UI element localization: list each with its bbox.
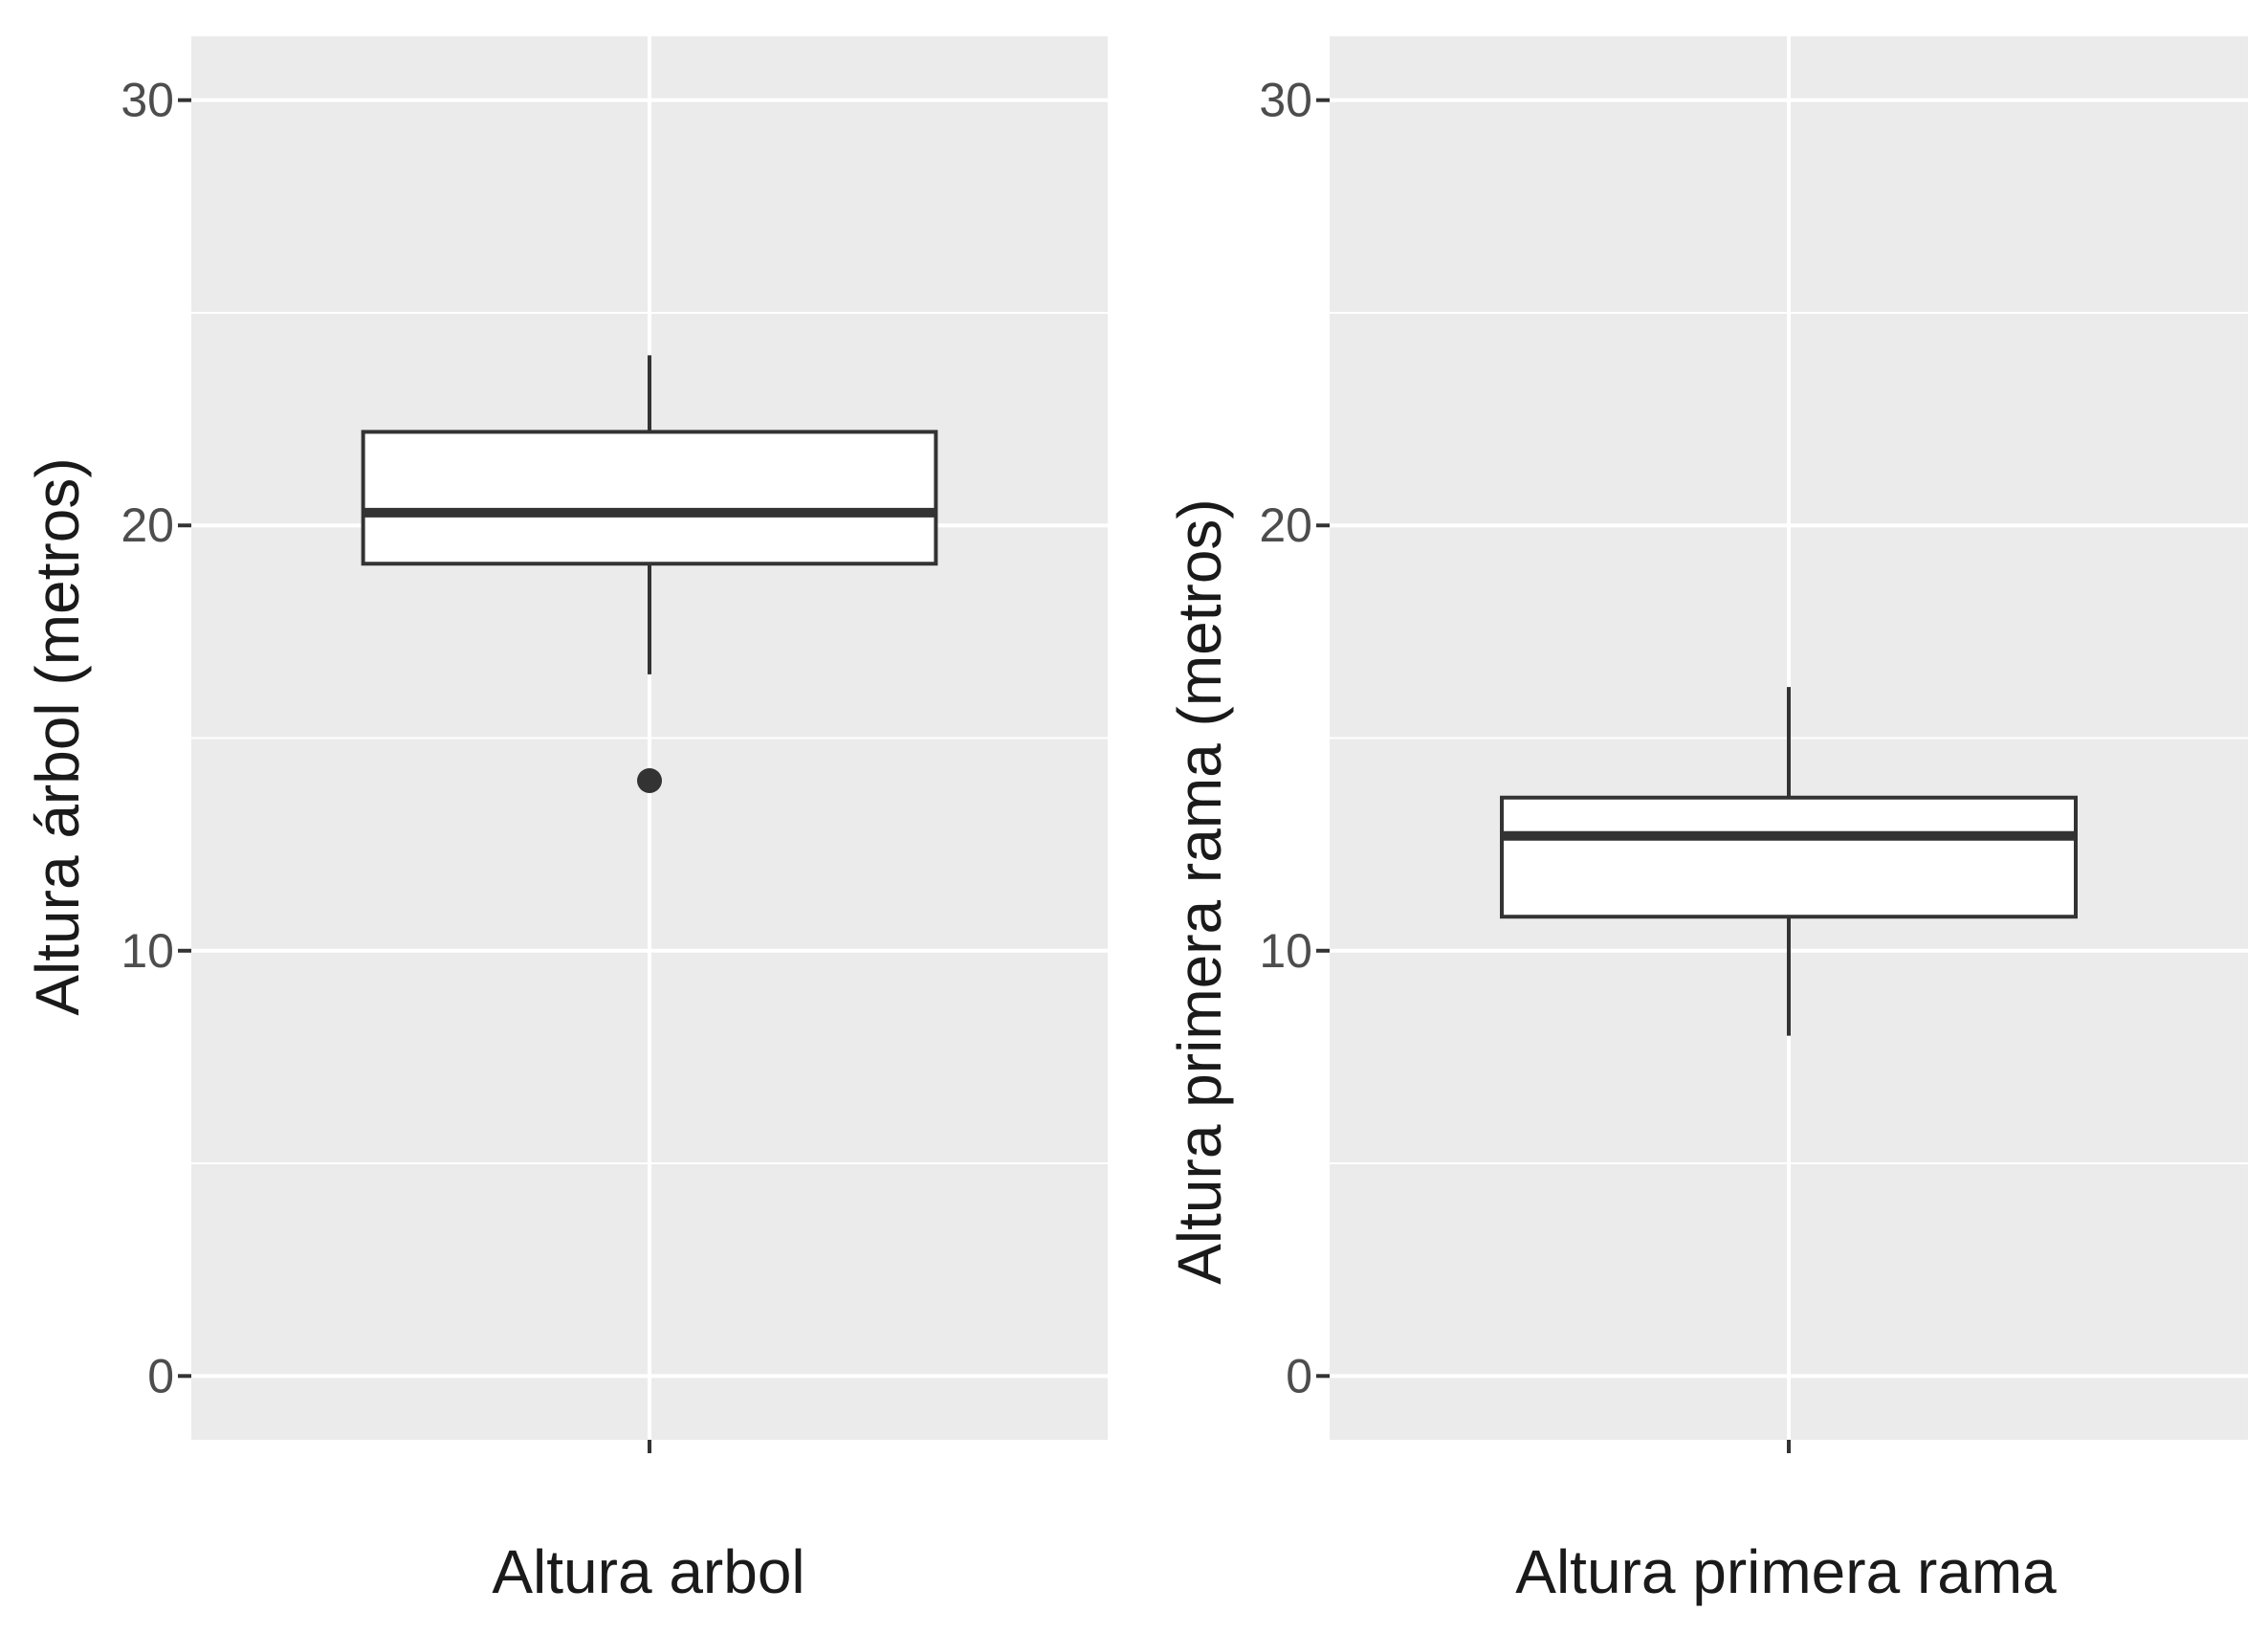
- outlier-point: [637, 767, 662, 793]
- box-iqr: [361, 430, 938, 566]
- panel-altura-arbol: 0 10 20 30 Altura árbol (metros) Altura arb…: [23, 36, 1108, 1606]
- y-tick-label: 30: [121, 74, 174, 127]
- y-tick-label: 30: [1259, 74, 1312, 127]
- y-tick-label: 10: [1259, 924, 1312, 978]
- y-tick-label: 20: [121, 498, 174, 552]
- box-iqr: [1500, 795, 2078, 919]
- y-axis-title: Altura árbol (metros): [23, 457, 92, 1015]
- y-tick-label: 0: [1286, 1349, 1312, 1402]
- y-axis-title: Altura primera rama (metros): [1165, 498, 1234, 1285]
- x-axis-title: Altura primera rama: [1515, 1537, 2057, 1606]
- y-tick-label: 0: [147, 1349, 174, 1402]
- y-tick-label: 20: [1259, 498, 1312, 552]
- x-axis-title: Altura arbol: [492, 1537, 804, 1606]
- panel-altura-primera-rama: 0 10 20 30 Altura primera rama (metros) Alt…: [1165, 36, 2248, 1606]
- y-tick-label: 10: [121, 924, 174, 978]
